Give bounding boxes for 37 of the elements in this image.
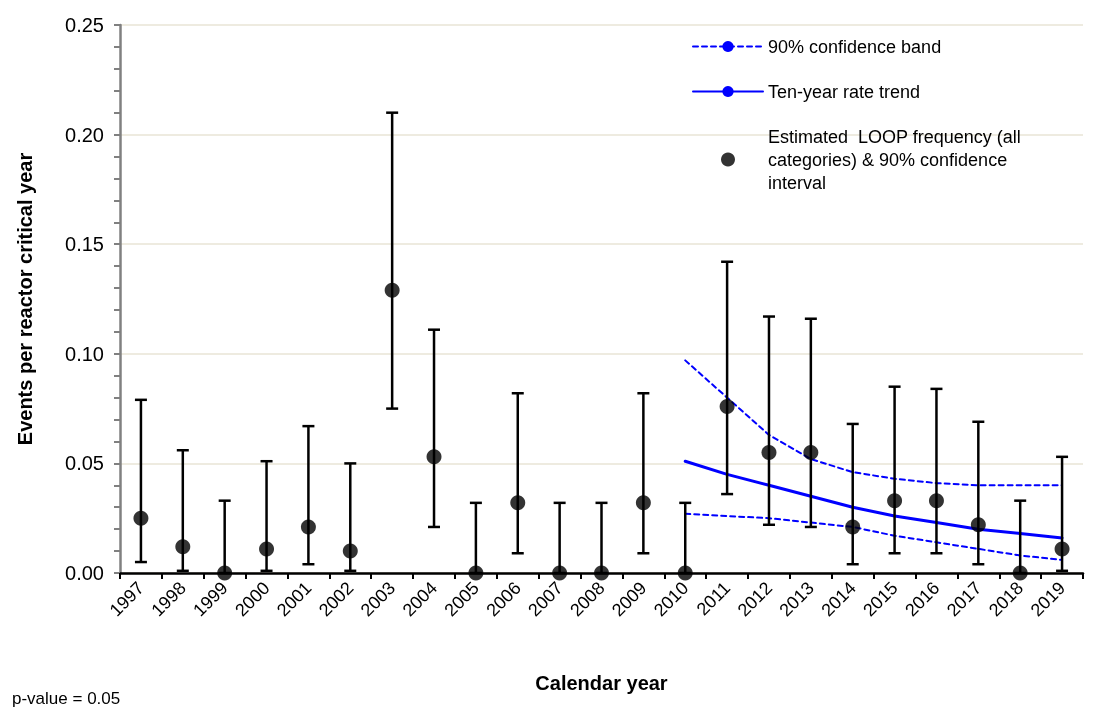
y-tick-label: 0.00: [65, 562, 104, 584]
legend-label: Ten-year rate trend: [768, 81, 921, 102]
y-tick-label: 0.10: [65, 342, 104, 365]
y-tick-label: 0.15: [65, 233, 104, 256]
text: p-value = 0.05: [12, 689, 121, 708]
line-series: [683, 459, 1064, 540]
point: [928, 493, 944, 509]
point: [217, 565, 233, 581]
point: [342, 543, 358, 559]
point: [384, 282, 400, 298]
point: [677, 565, 693, 581]
point: [594, 565, 609, 581]
point: [845, 519, 861, 535]
point: [510, 495, 526, 511]
point: [1012, 565, 1028, 581]
point: [1054, 541, 1070, 557]
legend-label: Estimated LOOP frequency (all categories) & 90% confidence interval: [768, 126, 1026, 193]
point: [970, 517, 986, 533]
x-axis-title: Calendar year: [535, 672, 668, 694]
point: [426, 449, 442, 465]
y-tick-label: 0.20: [65, 123, 104, 146]
point: [887, 493, 903, 509]
line-series: [684, 512, 1064, 561]
point: [175, 539, 191, 555]
point: [468, 565, 484, 581]
y-tick-label: 0.05: [65, 452, 104, 475]
legend-label: 90% confidence band: [768, 36, 942, 57]
point: [552, 565, 568, 581]
point: [259, 541, 275, 557]
point: [635, 495, 651, 511]
point: [300, 519, 316, 535]
point: [803, 444, 819, 460]
point: [761, 444, 777, 460]
y-tick-label: 0.25: [65, 14, 104, 36]
point: [719, 398, 735, 414]
y-axis-title: Events per reactor critical year: [14, 152, 36, 446]
point: [133, 510, 149, 526]
